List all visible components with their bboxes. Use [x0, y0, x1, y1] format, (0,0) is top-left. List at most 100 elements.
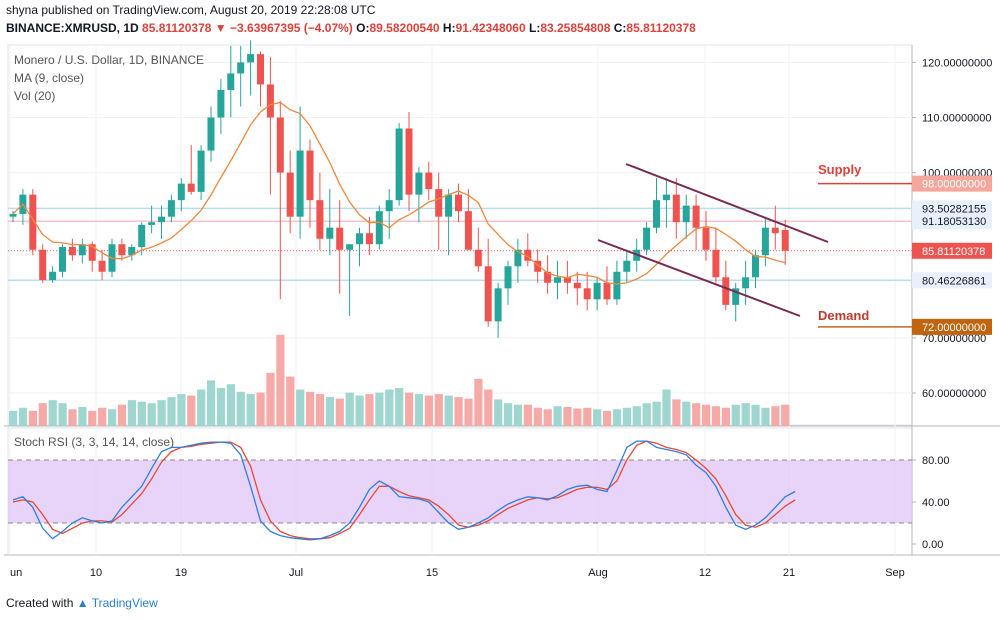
volume-bar: [642, 403, 651, 426]
price-badge-label: 72.00000000: [922, 322, 986, 334]
candle: [415, 167, 423, 223]
volume-bar: [523, 404, 532, 426]
open-value: 89.58200540: [369, 21, 440, 35]
candle: [425, 161, 433, 201]
candle-body: [563, 277, 571, 283]
candle-body: [474, 249, 482, 267]
volume-bar: [405, 392, 414, 426]
candle: [554, 260, 561, 300]
candle: [385, 189, 393, 239]
candle: [375, 205, 383, 250]
candle-body: [623, 260, 631, 272]
candle-body: [306, 150, 314, 201]
candle: [207, 106, 215, 162]
candle: [742, 260, 750, 305]
candle-body: [217, 89, 225, 118]
volume-bar: [711, 406, 721, 426]
footer: Created with ▲ TradingView: [6, 596, 158, 610]
candle: [534, 249, 542, 283]
candle: [177, 178, 185, 212]
candle: [662, 178, 670, 228]
close-label: C:: [613, 21, 627, 35]
candle-body: [29, 194, 37, 250]
volume-bar: [751, 404, 760, 426]
candle: [306, 139, 314, 228]
volume-bar: [632, 406, 641, 426]
candle: [356, 227, 363, 267]
candle-body: [672, 194, 680, 223]
volume-bar: [484, 389, 493, 426]
candle-body: [9, 213, 17, 217]
supply-label: Supply: [818, 162, 862, 177]
candle-body: [336, 227, 344, 250]
candle: [68, 238, 76, 261]
change-value: −3.63967395 (−4.07%): [230, 21, 353, 35]
candle: [445, 189, 453, 256]
candle: [682, 194, 690, 239]
candle: [435, 172, 443, 250]
volume-bar: [395, 388, 404, 426]
volume-bar: [494, 399, 503, 426]
stoch-k-line: [12, 440, 796, 541]
price-tick-label: 120.00000000: [922, 57, 992, 69]
candle-body: [504, 266, 512, 289]
ma-line: [12, 101, 786, 285]
candle-body: [385, 200, 393, 212]
volume-bar: [612, 409, 622, 426]
price-badge-bg: [912, 318, 992, 335]
candle: [504, 260, 512, 305]
price-badge: 93.50282155: [912, 200, 992, 217]
high-label: H:: [442, 21, 456, 35]
volume-bar: [207, 380, 216, 426]
price-badge: 98.00000000: [912, 175, 992, 192]
candle-body: [197, 150, 205, 192]
time-tick-label: Aug: [588, 567, 608, 579]
volume-bar: [345, 392, 354, 426]
candle: [771, 205, 779, 250]
candle-body: [128, 246, 136, 256]
volume-bar: [108, 409, 117, 426]
publisher-line: shyna published on TradingView.com, Augu…: [6, 3, 376, 17]
time-tick-label: Jul: [289, 567, 303, 579]
time-tick-label: 12: [699, 567, 711, 579]
candle: [296, 106, 304, 239]
candle: [148, 205, 156, 234]
candle-body: [603, 282, 611, 300]
candle: [702, 211, 710, 261]
change-arrow-icon: ▼: [214, 21, 227, 35]
candle: [29, 189, 37, 256]
candle-body: [554, 277, 561, 283]
volume-bar: [226, 384, 235, 426]
candle: [484, 238, 492, 327]
volume-bar: [177, 394, 186, 426]
price-badge-label: 98.00000000: [922, 179, 986, 191]
candle-body: [702, 227, 710, 250]
candle-body: [296, 150, 304, 217]
candle-body: [78, 244, 86, 256]
candle-body: [583, 288, 591, 300]
candle: [573, 271, 581, 305]
tradingview-brand[interactable]: TradingView: [91, 596, 158, 610]
symbol-label: BINANCE:XMRUSD, 1D: [6, 21, 139, 35]
candle: [455, 183, 462, 223]
volume-bar: [286, 376, 295, 426]
candle-body: [158, 216, 165, 223]
candle-body: [286, 172, 294, 217]
candle: [583, 271, 591, 311]
candle: [237, 45, 245, 107]
demand-label: Demand: [818, 308, 869, 323]
candle: [732, 282, 740, 322]
volume-bar: [236, 391, 245, 426]
candle: [474, 227, 482, 272]
price-badge-label: 80.46226861: [922, 275, 986, 287]
candle: [613, 260, 621, 305]
candle-body: [59, 246, 66, 272]
candle: [544, 255, 552, 294]
candle-body: [187, 183, 195, 192]
volume-bar: [414, 394, 424, 426]
ma-legend: MA (9, close): [14, 71, 85, 85]
time-tick-label: 10: [90, 567, 102, 579]
volume-bar: [682, 401, 691, 426]
candle-body: [247, 54, 255, 63]
